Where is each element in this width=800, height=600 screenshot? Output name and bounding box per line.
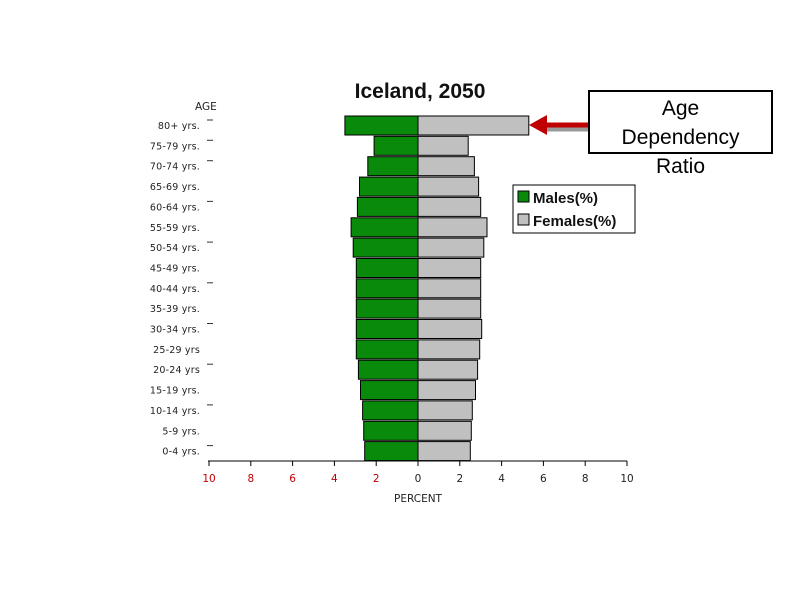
legend-swatch-males [517, 190, 530, 203]
age-label: 45-49 yrs. [150, 264, 200, 275]
female-bar [417, 339, 481, 360]
legend: Males(%) Females(%) [512, 184, 636, 234]
legend-label-males: Males(%) [533, 190, 598, 207]
x-tick-label: 6 [540, 473, 547, 485]
age-label: 35-39 yrs. [150, 304, 200, 315]
female-bar [417, 237, 485, 258]
x-tick-label: 4 [331, 473, 338, 485]
callout-line-2: Dependency [621, 126, 740, 149]
male-bar [362, 400, 419, 421]
legend-label-females: Females(%) [533, 213, 616, 230]
age-label: 55-59 yrs. [150, 223, 200, 234]
age-label: 0-4 yrs. [162, 447, 200, 458]
female-bar [417, 359, 479, 380]
age-label: 60-64 yrs. [150, 202, 200, 213]
female-bar [417, 156, 475, 177]
male-bar [350, 217, 419, 238]
female-bar [417, 196, 482, 217]
male-bar [356, 196, 419, 217]
male-bar [359, 176, 419, 197]
female-bar [417, 258, 482, 278]
male-bar [355, 319, 419, 339]
male-bar [364, 441, 419, 462]
x-axis-ticks: 10 8 6 4 2 0 2 4 6 8 10 [202, 461, 634, 485]
age-label: 65-69 yrs. [150, 182, 200, 193]
female-bar [417, 400, 473, 421]
female-bar [417, 217, 488, 238]
male-bar [373, 135, 419, 156]
x-tick-label: 10 [202, 473, 215, 485]
x-tick-label: 2 [373, 473, 380, 485]
male-bar [344, 115, 419, 136]
callout-box [588, 90, 773, 154]
age-label: 25-29 yrs [153, 345, 200, 356]
callout-line-1: Age [661, 97, 700, 120]
age-label: 5-9 yrs. [162, 426, 200, 437]
legend-swatch-females [517, 213, 530, 226]
x-axis-label: PERCENT [394, 493, 443, 505]
age-label: 80+ yrs. [158, 121, 200, 132]
female-bar [417, 298, 482, 319]
male-bar [357, 359, 419, 380]
callout-text: Age Dependency Ratio [588, 94, 773, 181]
male-bar [352, 237, 419, 258]
age-label: 30-34 yrs. [150, 325, 200, 336]
male-bar [355, 339, 419, 360]
age-label: 75-79 yrs. [150, 141, 200, 152]
age-label: 50-54 yrs. [150, 243, 200, 254]
x-tick-label: 6 [289, 473, 296, 485]
x-tick-label: 2 [456, 473, 463, 485]
female-bar [417, 420, 472, 441]
age-labels: 80+ yrs. 75-79 yrs. 70-74 yrs. 65-69 yrs. 60… [150, 121, 200, 458]
female-bar [417, 319, 483, 339]
female-bar [417, 135, 469, 156]
male-bar [363, 420, 419, 441]
male-bar [355, 298, 419, 319]
age-label: 70-74 yrs. [150, 162, 200, 173]
age-label: 10-14 yrs. [150, 406, 200, 417]
legend-box [512, 184, 636, 234]
y-axis-title: AGE [195, 101, 217, 113]
x-tick-label: 10 [620, 473, 633, 485]
x-tick-label: 0 [415, 473, 422, 485]
female-bar [417, 380, 476, 401]
tick-marks [207, 119, 213, 447]
age-label: 15-19 yrs. [150, 386, 200, 397]
male-bar [367, 156, 419, 177]
female-bar [417, 115, 530, 136]
age-label: 40-44 yrs. [150, 284, 200, 295]
male-bar [355, 278, 419, 299]
x-tick-label: 4 [498, 473, 505, 485]
female-bar [417, 441, 471, 462]
x-tick-label: 8 [247, 473, 254, 485]
x-tick-label: 8 [582, 473, 589, 485]
male-bars [344, 115, 419, 462]
female-bar [417, 176, 480, 197]
chart-title: Iceland, 2050 [355, 80, 486, 103]
female-bars [417, 115, 530, 462]
age-label: 20-24 yrs [153, 365, 200, 376]
callout-line-3: Ratio [655, 155, 706, 178]
male-bar [355, 258, 419, 278]
callout-arrow [529, 115, 592, 135]
male-bar [360, 380, 419, 401]
female-bar [417, 278, 482, 299]
arrow-head-icon [529, 115, 547, 135]
